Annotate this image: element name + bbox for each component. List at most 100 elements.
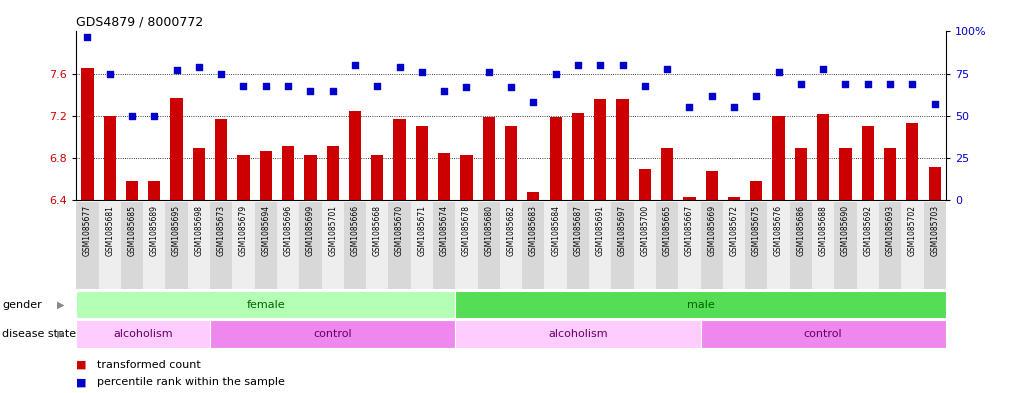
Bar	[929, 167, 941, 200]
Text: transformed count: transformed count	[97, 360, 200, 370]
Bar	[349, 111, 361, 200]
Bar	[745, 202, 768, 289]
Point	[169, 67, 185, 73]
Text: GSM1085694: GSM1085694	[261, 205, 271, 256]
Bar	[254, 202, 277, 289]
Text: GSM1085669: GSM1085669	[707, 205, 716, 256]
Text: GSM1085670: GSM1085670	[395, 205, 404, 256]
Point	[481, 69, 497, 75]
Point	[102, 70, 118, 77]
Point	[771, 69, 787, 75]
Bar	[76, 291, 456, 318]
Bar	[500, 202, 522, 289]
Point	[637, 83, 653, 89]
Text: GSM1085686: GSM1085686	[796, 205, 805, 256]
Bar	[879, 202, 901, 289]
Text: GSM1085683: GSM1085683	[529, 205, 538, 256]
Point	[459, 84, 475, 90]
Bar	[812, 202, 834, 289]
Point	[749, 92, 765, 99]
Text: GSM1085696: GSM1085696	[284, 205, 293, 256]
Bar	[483, 117, 495, 200]
Point	[257, 83, 274, 89]
Text: GSM1085681: GSM1085681	[105, 205, 114, 256]
Bar	[121, 202, 143, 289]
Point	[280, 83, 296, 89]
Point	[191, 64, 207, 70]
Bar	[193, 148, 205, 200]
Text: GSM1085695: GSM1085695	[172, 205, 181, 256]
Text: GSM1085697: GSM1085697	[618, 205, 627, 256]
Point	[547, 70, 563, 77]
Point	[347, 62, 363, 68]
Text: GSM1085691: GSM1085691	[596, 205, 605, 256]
Text: GSM1085672: GSM1085672	[729, 205, 738, 256]
Text: ▶: ▶	[57, 329, 65, 339]
Text: percentile rank within the sample: percentile rank within the sample	[97, 377, 285, 387]
Bar	[299, 202, 321, 289]
Bar	[527, 192, 539, 200]
Bar	[723, 202, 745, 289]
Text: GSM1085678: GSM1085678	[462, 205, 471, 256]
Point	[681, 104, 698, 111]
Bar	[544, 202, 566, 289]
Text: ■: ■	[76, 377, 86, 387]
Text: GSM1085673: GSM1085673	[217, 205, 226, 256]
Text: control: control	[313, 329, 352, 339]
Bar	[656, 202, 678, 289]
Bar	[211, 202, 232, 289]
Text: male: male	[686, 299, 714, 310]
Point	[570, 62, 586, 68]
Bar	[768, 202, 790, 289]
Bar	[456, 320, 701, 348]
Point	[882, 81, 898, 87]
Text: ▶: ▶	[57, 299, 65, 310]
Bar	[277, 202, 299, 289]
Bar	[456, 291, 946, 318]
Bar	[678, 202, 701, 289]
Bar	[438, 153, 451, 200]
Bar	[211, 320, 456, 348]
Bar	[856, 202, 879, 289]
Bar	[237, 155, 249, 200]
Bar	[411, 202, 433, 289]
Text: GSM1085703: GSM1085703	[931, 205, 939, 256]
Bar	[171, 98, 183, 200]
Bar	[522, 202, 544, 289]
Bar	[461, 155, 473, 200]
Text: gender: gender	[2, 299, 42, 310]
Point	[704, 92, 720, 99]
Bar	[594, 99, 606, 200]
Bar	[344, 202, 366, 289]
Text: GSM1085701: GSM1085701	[328, 205, 338, 256]
Point	[235, 83, 251, 89]
Bar	[148, 182, 161, 200]
Bar	[166, 202, 188, 289]
Bar	[773, 116, 785, 200]
Bar	[923, 202, 946, 289]
Point	[614, 62, 631, 68]
Bar	[259, 151, 272, 200]
Point	[324, 87, 341, 94]
Bar	[76, 202, 99, 289]
Text: disease state: disease state	[2, 329, 76, 339]
Point	[124, 113, 140, 119]
Bar	[906, 123, 918, 200]
Point	[214, 70, 230, 77]
Text: GSM1085679: GSM1085679	[239, 205, 248, 256]
Text: ■: ■	[76, 360, 86, 370]
Bar	[901, 202, 923, 289]
Bar	[839, 148, 851, 200]
Text: GSM1085684: GSM1085684	[551, 205, 560, 256]
Bar	[126, 182, 138, 200]
Text: GSM1085689: GSM1085689	[149, 205, 159, 256]
Text: GSM1085702: GSM1085702	[908, 205, 917, 256]
Text: GSM1085699: GSM1085699	[306, 205, 315, 256]
Bar	[751, 182, 763, 200]
Bar	[683, 197, 696, 200]
Text: GSM1085693: GSM1085693	[886, 205, 895, 256]
Text: GSM1085677: GSM1085677	[83, 205, 92, 256]
Bar	[834, 202, 856, 289]
Bar	[639, 169, 651, 200]
Bar	[304, 155, 316, 200]
